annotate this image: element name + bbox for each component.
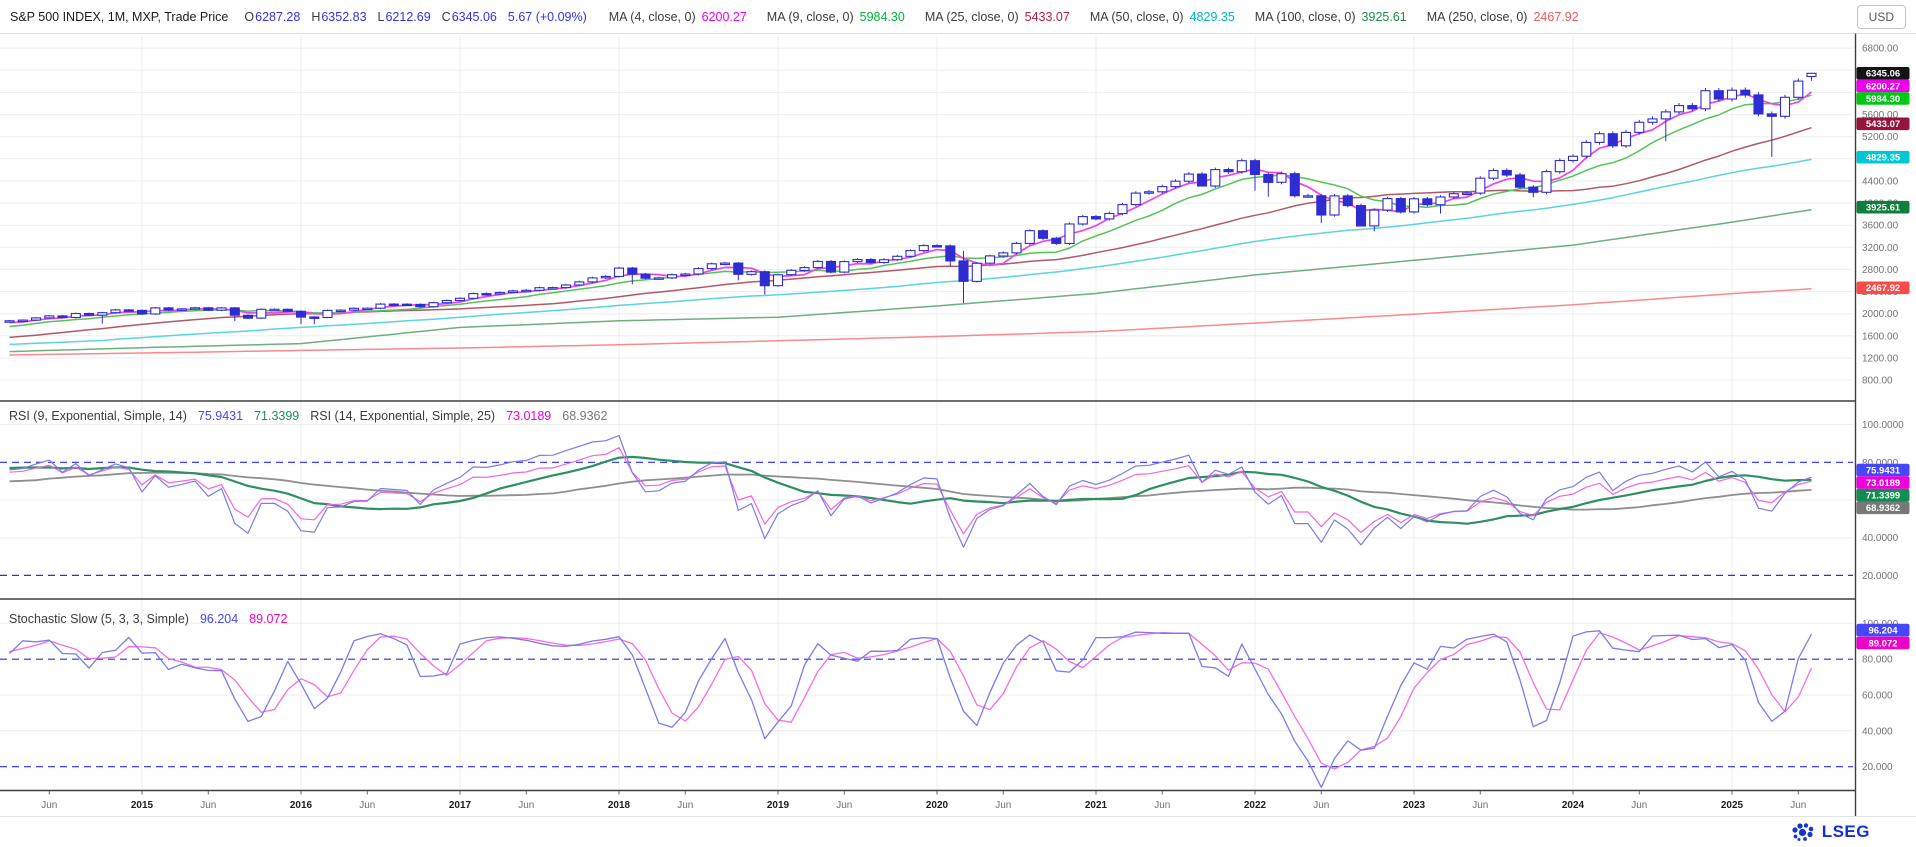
legend-item: 75.9431 <box>197 409 244 423</box>
svg-text:4400.00: 4400.00 <box>1862 176 1899 187</box>
svg-text:96.204: 96.204 <box>1868 626 1898 637</box>
svg-text:Jun: Jun <box>995 800 1011 811</box>
svg-text:20.000: 20.000 <box>1862 762 1893 773</box>
svg-text:40.0000: 40.0000 <box>1862 533 1899 544</box>
rsi-legend: RSI (9, Exponential, Simple, 14) 75.9431 7… <box>9 409 618 423</box>
svg-text:4829.35: 4829.35 <box>1866 153 1901 164</box>
ohlc-O: O6287.28 <box>244 9 301 24</box>
candlesticks <box>4 72 1817 325</box>
svg-text:2021: 2021 <box>1085 800 1108 811</box>
legend-item: 71.3399 <box>254 409 300 423</box>
svg-text:5433.07: 5433.07 <box>1866 119 1900 130</box>
svg-text:2020: 2020 <box>926 800 949 811</box>
svg-text:2019: 2019 <box>767 800 790 811</box>
ohlc-L: L6212.69 <box>377 9 431 24</box>
svg-text:75.9431: 75.9431 <box>1866 465 1901 476</box>
lseg-logo: LSEG <box>1790 821 1870 843</box>
svg-text:73.0189: 73.0189 <box>1866 478 1900 489</box>
ma-legend-item: MA (50, close, 0) 4829.35 <box>1089 9 1235 24</box>
svg-text:5984.30: 5984.30 <box>1866 94 1900 105</box>
lseg-logo-text: LSEG <box>1821 822 1870 841</box>
svg-text:Jun: Jun <box>359 800 375 811</box>
ohlc-values: O6287.28 H6352.83 L6212.69 C6345.06 <box>244 10 508 24</box>
svg-text:40.000: 40.000 <box>1862 726 1893 737</box>
svg-text:2000.00: 2000.00 <box>1862 309 1899 320</box>
svg-text:Jun: Jun <box>518 800 534 811</box>
svg-text:2025: 2025 <box>1721 800 1744 811</box>
svg-text:2023: 2023 <box>1403 800 1426 811</box>
svg-text:6345.06: 6345.06 <box>1866 69 1900 80</box>
svg-text:20.0000: 20.0000 <box>1862 571 1899 582</box>
stoch-legend: Stochastic Slow (5, 3, 3, Simple) 96.204 8… <box>9 612 298 626</box>
ohlc-H: H6352.83 <box>311 9 367 24</box>
svg-text:Jun: Jun <box>41 800 57 811</box>
svg-text:89.072: 89.072 <box>1868 638 1897 649</box>
ma-legend-item: MA (9, close, 0) 5984.30 <box>766 9 905 24</box>
legend-item: Stochastic Slow (5, 3, 3, Simple) <box>9 612 189 626</box>
ma-legend-item: MA (250, close, 0) 2467.92 <box>1426 9 1579 24</box>
currency-button[interactable]: USD <box>1856 4 1906 29</box>
threshold-lines <box>0 461 1853 768</box>
svg-text:2016: 2016 <box>290 800 313 811</box>
svg-text:Jun: Jun <box>836 800 852 811</box>
svg-text:2017: 2017 <box>449 800 472 811</box>
legend-item: RSI (14, Exponential, Simple, 25) <box>310 409 496 423</box>
svg-text:2018: 2018 <box>608 800 631 811</box>
svg-text:Jun: Jun <box>1472 800 1488 811</box>
ma-legend-item: MA (100, close, 0) 3925.61 <box>1254 9 1407 24</box>
ma-legend: MA (4, close, 0) 6200.27 MA (9, close, 0) 5… <box>609 10 1599 24</box>
svg-text:Jun: Jun <box>1154 800 1170 811</box>
svg-text:2015: 2015 <box>131 800 154 811</box>
chart-header: S&P 500 INDEX, 1M, MXP, Trade Price O628… <box>0 0 1916 33</box>
svg-text:6800.00: 6800.00 <box>1862 44 1899 55</box>
svg-text:3600.00: 3600.00 <box>1862 221 1899 232</box>
svg-text:2800.00: 2800.00 <box>1862 265 1899 276</box>
svg-text:2467.92: 2467.92 <box>1866 283 1900 294</box>
legend-item: 68.9362 <box>562 409 608 423</box>
svg-text:6200.27: 6200.27 <box>1866 81 1900 92</box>
svg-text:800.00: 800.00 <box>1862 376 1893 387</box>
svg-text:1600.00: 1600.00 <box>1862 331 1899 342</box>
legend-item: 89.072 <box>249 612 288 626</box>
ohlc-C: C6345.06 <box>441 9 497 24</box>
svg-text:68.9362: 68.9362 <box>1866 503 1900 514</box>
svg-text:Jun: Jun <box>1790 800 1806 811</box>
svg-text:5600.00: 5600.00 <box>1862 110 1899 121</box>
svg-text:3925.61: 3925.61 <box>1866 203 1901 214</box>
time-axis: Jun Jun Jun Jun Jun Jun Jun Jun Jun Jun Jun Jun 2015… <box>41 791 1806 811</box>
svg-text:80.0000: 80.0000 <box>1862 458 1899 469</box>
svg-text:Jun: Jun <box>1631 800 1647 811</box>
instrument-title: S&P 500 INDEX, 1M, MXP, Trade Price <box>10 9 229 24</box>
svg-text:100.0000: 100.0000 <box>1862 420 1904 431</box>
svg-text:71.3399: 71.3399 <box>1866 491 1900 502</box>
svg-text:Jun: Jun <box>1313 800 1329 811</box>
svg-text:60.000: 60.000 <box>1862 691 1893 702</box>
svg-text:5200.00: 5200.00 <box>1862 132 1899 143</box>
svg-text:2024: 2024 <box>1562 800 1585 811</box>
change-value: 5.67 (+0.09%) <box>507 9 587 24</box>
legend-item: 96.204 <box>199 612 239 626</box>
moving-average-lines <box>9 91 1813 356</box>
svg-text:Jun: Jun <box>200 800 216 811</box>
svg-text:80.000: 80.000 <box>1862 655 1893 666</box>
rsi-lines <box>9 434 1812 548</box>
ma-legend-item: MA (4, close, 0) 6200.27 <box>608 9 747 24</box>
legend-item: RSI (9, Exponential, Simple, 14) <box>9 409 187 423</box>
svg-text:3200.00: 3200.00 <box>1862 243 1899 254</box>
svg-text:1200.00: 1200.00 <box>1862 354 1899 365</box>
pane-separators <box>0 33 1916 817</box>
legend-item: 73.0189 <box>506 409 552 423</box>
lseg-lion-icon <box>1792 823 1814 841</box>
svg-text:Jun: Jun <box>677 800 693 811</box>
ma-legend-item: MA (25, close, 0) 5433.07 <box>924 9 1070 24</box>
stochastic-lines <box>9 630 1813 789</box>
svg-text:2022: 2022 <box>1244 800 1267 811</box>
